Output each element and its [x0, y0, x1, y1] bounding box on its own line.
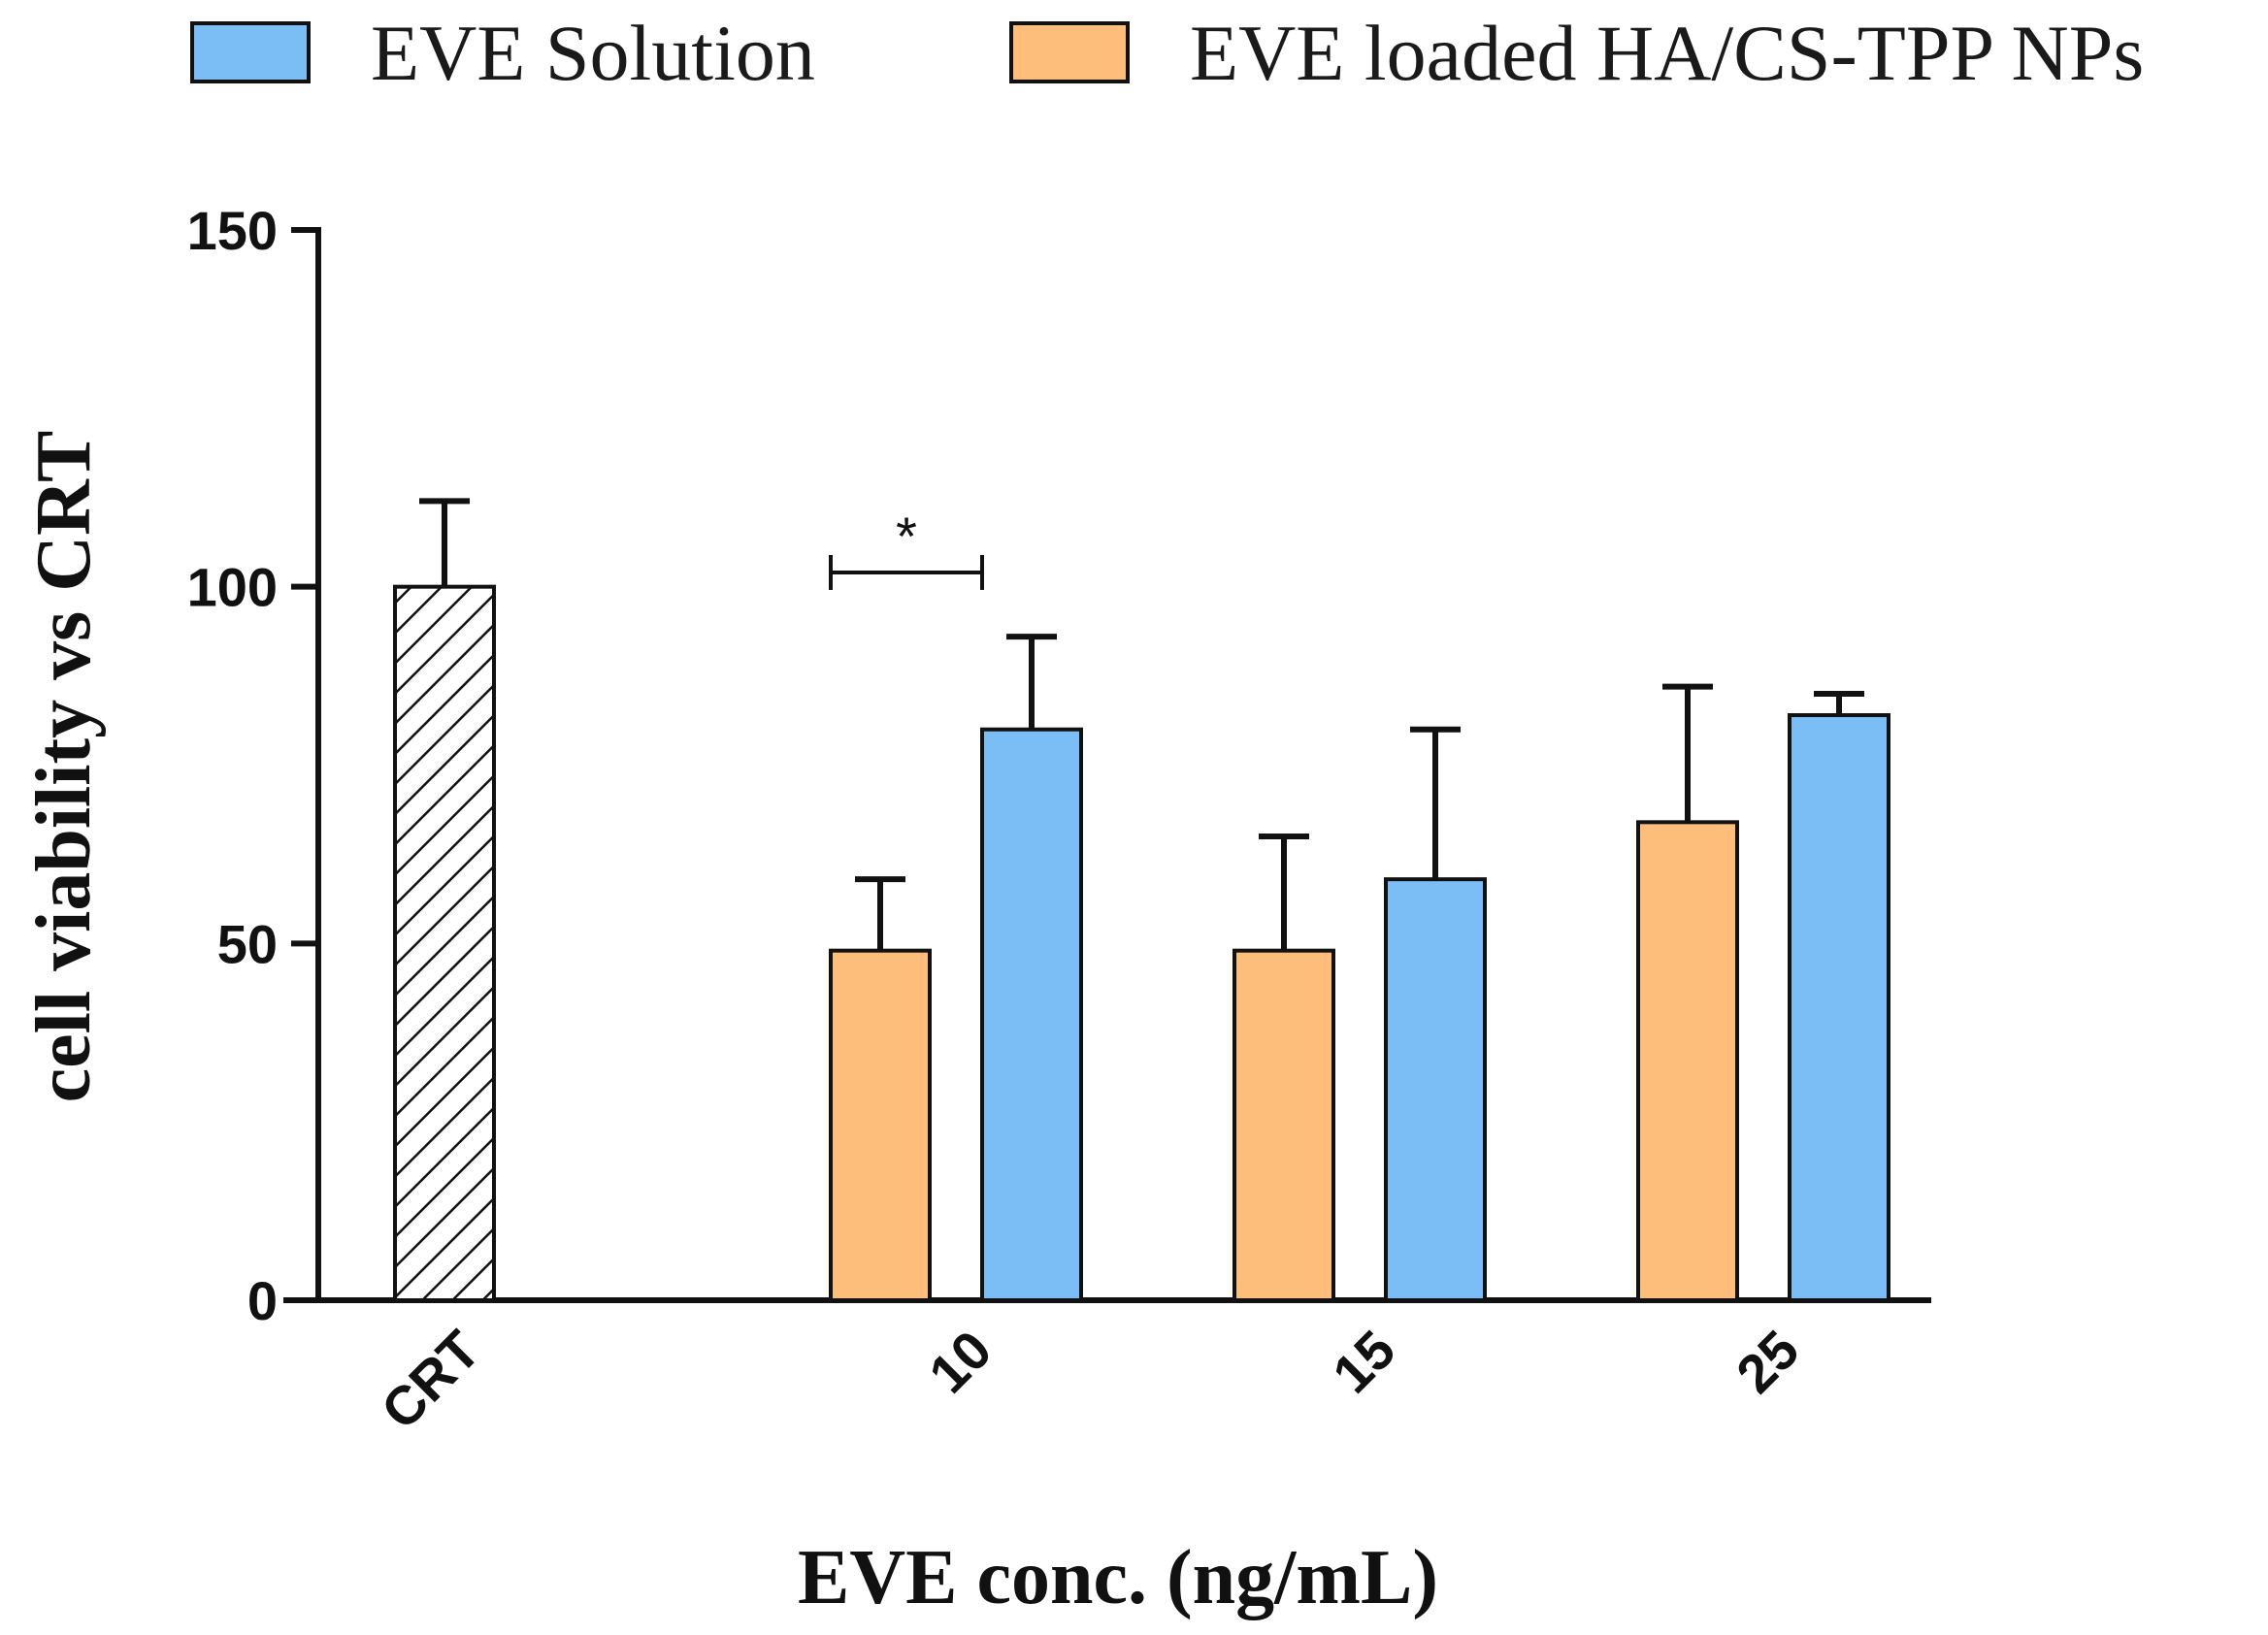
x-tick-label-15: 15	[1321, 1319, 1407, 1405]
y-ticks: 0 50 100 150	[187, 200, 318, 1331]
y-tick-label-100: 100	[187, 557, 278, 618]
legend-swatch-nps	[1009, 21, 1130, 83]
bar-eve-loaded-ha-cs-tpp-nps-15	[1233, 948, 1335, 1302]
bar-eve-loaded-ha-cs-tpp-nps-25	[1636, 820, 1739, 1302]
bar-eve-loaded-ha-cs-tpp-nps-10	[829, 948, 932, 1302]
y-tick-label-0: 0	[247, 1270, 278, 1331]
legend-label-solution: EVE Solution	[371, 9, 815, 97]
bar-eve-solution-10	[980, 727, 1083, 1302]
x-tick-label-10: 10	[917, 1319, 1003, 1405]
sig-star: *	[896, 506, 917, 567]
legend-label-nps: EVE loaded HA/CS-TPP NPs	[1190, 9, 2144, 97]
x-tick-label-CRT: CRT	[370, 1319, 492, 1441]
bars	[393, 498, 1890, 1302]
y-tick-label-150: 150	[187, 200, 278, 261]
legend-swatch-solution	[190, 21, 311, 83]
x-tick-labels: CRT 10 15 25	[370, 1319, 1811, 1441]
y-axis-title: cell viability vs CRT	[21, 431, 107, 1103]
significance-annotation: *	[829, 506, 984, 590]
bar-eve-solution-15	[1384, 877, 1487, 1302]
bar-crt-CRT	[393, 584, 496, 1302]
legend: EVE Solution EVE loaded HA/CS-TPP NPs	[190, 9, 2144, 97]
y-tick-label-50: 50	[217, 913, 278, 974]
x-tick-label-25: 25	[1725, 1319, 1811, 1405]
bar-eve-solution-25	[1788, 713, 1890, 1302]
x-axis-title: EVE conc. (ng/mL)	[798, 1535, 1438, 1620]
